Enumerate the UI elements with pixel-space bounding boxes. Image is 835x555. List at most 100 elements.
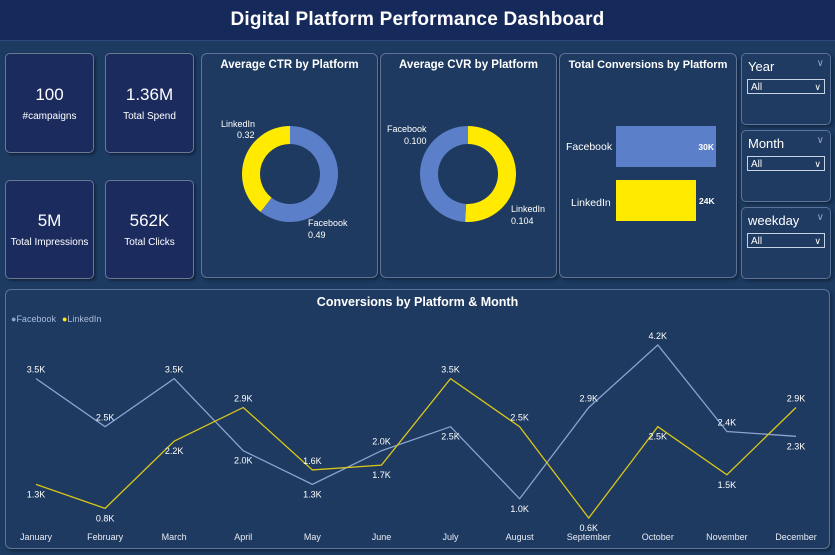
legend-item-linkedin[interactable]: ●LinkedIn bbox=[61, 314, 102, 324]
data-label: 1.6K bbox=[303, 456, 322, 466]
chevron-down-icon[interactable]: ∨ bbox=[814, 82, 821, 92]
slicer-title: weekday bbox=[748, 213, 800, 228]
kpi-label: #campaigns bbox=[22, 110, 77, 122]
slicer-title: Month bbox=[748, 136, 785, 151]
cvr-linkedin-label: LinkedIn bbox=[511, 204, 545, 214]
data-label: 1.3K bbox=[303, 489, 322, 499]
bar-facebook-value: 30K bbox=[698, 142, 714, 152]
chevron-down-icon[interactable]: ∨ bbox=[816, 212, 824, 223]
cvr-slice-facebook[interactable] bbox=[420, 126, 468, 222]
data-label: 2.9K bbox=[579, 393, 598, 403]
data-label: 2.0K bbox=[372, 437, 391, 447]
dropdown-value: All bbox=[751, 159, 763, 170]
conversions-bar-chart: Facebook LinkedIn 30K 24K bbox=[566, 126, 716, 221]
data-label: 2.9K bbox=[234, 393, 253, 403]
data-label: 0.6K bbox=[579, 523, 598, 533]
ctr-donut-chart: LinkedIn 0.32 Facebook 0.49 bbox=[221, 119, 348, 240]
cvr-panel[interactable]: Average CVR by Platform Facebook 0.100 L… bbox=[380, 53, 557, 278]
month-dropdown[interactable]: All ∨ bbox=[747, 156, 825, 171]
bar-linkedin-label: LinkedIn bbox=[571, 197, 611, 209]
data-label: 1.0K bbox=[510, 504, 529, 514]
x-tick-label: June bbox=[372, 532, 392, 542]
legend-item-facebook[interactable]: ●Facebook bbox=[11, 314, 56, 324]
cvr-slice-linkedin[interactable] bbox=[465, 126, 516, 222]
data-label: 2.2K bbox=[165, 446, 184, 456]
chevron-down-icon[interactable]: ∨ bbox=[814, 159, 821, 169]
kpi-label: Total Impressions bbox=[10, 237, 89, 248]
x-tick-label: February bbox=[87, 532, 124, 542]
kpi-card-impressions: 5M Total Impressions bbox=[5, 180, 94, 279]
line-series-facebook[interactable] bbox=[35, 344, 797, 500]
data-label: 2.5K bbox=[441, 432, 460, 442]
kpi-value: 5M bbox=[37, 211, 62, 230]
year-slicer[interactable]: Year ∨ All ∨ bbox=[741, 53, 831, 125]
data-label: 2.5K bbox=[510, 413, 529, 423]
conversions-panel[interactable]: Total Conversions by Platform Facebook L… bbox=[559, 53, 737, 278]
x-tick-label: November bbox=[706, 532, 748, 542]
ctr-title: Average CTR by Platform bbox=[220, 59, 359, 71]
bar-facebook-label: Facebook bbox=[566, 141, 613, 153]
weekday-dropdown[interactable]: All ∨ bbox=[747, 233, 825, 248]
data-label: 3.5K bbox=[165, 365, 184, 375]
line-series-linkedin[interactable] bbox=[35, 377, 797, 520]
x-tick-label: September bbox=[567, 532, 611, 542]
slicer-title: Year bbox=[748, 59, 775, 74]
year-dropdown[interactable]: All ∨ bbox=[747, 79, 825, 94]
dropdown-value: All bbox=[751, 82, 763, 93]
bar-facebook[interactable] bbox=[616, 126, 716, 167]
kpi-value: 1.36M bbox=[125, 84, 174, 104]
data-label: 2.4K bbox=[718, 418, 737, 428]
data-label: 1.7K bbox=[372, 470, 391, 480]
cvr-facebook-label: Facebook bbox=[387, 124, 427, 134]
kpi-value: 562K bbox=[129, 211, 170, 230]
x-tick-label: December bbox=[775, 532, 817, 542]
dashboard-header: Digital Platform Performance Dashboard bbox=[0, 0, 835, 41]
line-chart-title: Conversions by Platform & Month bbox=[316, 295, 519, 309]
data-label: 2.5K bbox=[649, 432, 668, 442]
conversions-line-chart: 3.5K 2.5K 3.5K 2.0K 1.3K 2.0K 2.5K 1.0K 2.9K 4.2K… bbox=[20, 331, 817, 542]
data-label: 0.8K bbox=[96, 513, 115, 523]
chevron-down-icon[interactable]: ∨ bbox=[816, 135, 824, 146]
x-tick-label: October bbox=[642, 532, 674, 542]
conversions-title: Total Conversions by Platform bbox=[568, 59, 728, 71]
month-slicer[interactable]: Month ∨ All ∨ bbox=[741, 130, 831, 202]
chevron-down-icon[interactable]: ∨ bbox=[814, 236, 821, 246]
kpi-card-spend: 1.36M Total Spend bbox=[105, 53, 194, 153]
cvr-facebook-value: 0.100 bbox=[404, 136, 427, 146]
ctr-slice-facebook[interactable] bbox=[260, 126, 338, 222]
cvr-linkedin-value: 0.104 bbox=[511, 216, 534, 226]
x-tick-label: January bbox=[20, 532, 53, 542]
data-label: 3.5K bbox=[441, 365, 460, 375]
kpi-card-campaigns: 100 #campaigns bbox=[5, 53, 94, 153]
chevron-down-icon[interactable]: ∨ bbox=[816, 58, 824, 69]
bar-linkedin[interactable] bbox=[616, 180, 696, 221]
line-chart-panel[interactable]: Conversions by Platform & Month ●Faceboo… bbox=[5, 289, 830, 549]
ctr-linkedin-label: LinkedIn bbox=[221, 119, 255, 129]
ctr-panel[interactable]: Average CTR by Platform LinkedIn 0.32 Fa… bbox=[201, 53, 378, 278]
dashboard-title: Digital Platform Performance Dashboard bbox=[230, 9, 605, 30]
data-label: 2.3K bbox=[787, 441, 806, 451]
ctr-facebook-label: Facebook bbox=[308, 218, 348, 228]
data-label: 1.5K bbox=[718, 480, 737, 490]
kpi-label: Total Spend bbox=[123, 110, 176, 122]
cvr-donut-chart: Facebook 0.100 LinkedIn 0.104 bbox=[387, 124, 545, 226]
ctr-facebook-value: 0.49 bbox=[308, 230, 326, 240]
x-tick-label: April bbox=[234, 532, 252, 542]
weekday-slicer[interactable]: weekday ∨ All ∨ bbox=[741, 207, 831, 279]
x-tick-label: July bbox=[443, 532, 460, 542]
kpi-label: Total Clicks bbox=[124, 237, 175, 248]
x-tick-label: March bbox=[162, 532, 187, 542]
data-label: 2.0K bbox=[234, 456, 253, 466]
cvr-title: Average CVR by Platform bbox=[399, 59, 538, 71]
ctr-linkedin-value: 0.32 bbox=[237, 130, 255, 140]
data-label: 1.3K bbox=[27, 489, 46, 499]
kpi-value: 100 bbox=[35, 84, 64, 104]
line-legend: ●Facebook ●LinkedIn bbox=[11, 314, 101, 324]
data-label: 4.2K bbox=[649, 331, 668, 341]
data-label: 2.5K bbox=[96, 413, 115, 423]
data-label: 3.5K bbox=[27, 365, 46, 375]
legend-label: LinkedIn bbox=[67, 314, 102, 324]
legend-label: Facebook bbox=[16, 314, 56, 324]
dropdown-value: All bbox=[751, 236, 763, 247]
ctr-slice-linkedin[interactable] bbox=[242, 126, 290, 212]
